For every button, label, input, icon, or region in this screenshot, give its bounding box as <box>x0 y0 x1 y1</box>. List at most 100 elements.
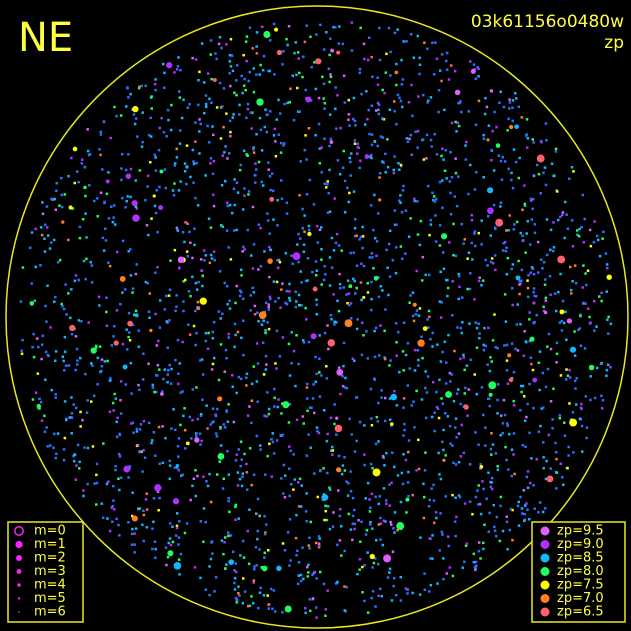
star <box>174 428 177 431</box>
star <box>194 140 197 143</box>
star <box>504 249 508 253</box>
star <box>338 539 342 542</box>
star <box>100 358 104 361</box>
star <box>129 248 132 251</box>
star <box>210 540 214 543</box>
magnitude-swatch <box>17 583 21 587</box>
star <box>290 362 293 365</box>
star <box>570 219 574 222</box>
star <box>569 265 572 269</box>
star <box>400 471 404 475</box>
star <box>177 189 181 192</box>
star <box>308 536 311 539</box>
star <box>114 468 117 472</box>
star <box>324 509 327 513</box>
star <box>184 278 187 282</box>
star <box>335 232 339 236</box>
star <box>99 153 102 157</box>
star <box>45 426 48 429</box>
star <box>379 135 383 138</box>
star <box>288 299 292 302</box>
star <box>141 378 145 381</box>
star <box>407 439 411 442</box>
star <box>114 465 117 468</box>
star <box>493 254 497 257</box>
star <box>431 41 434 45</box>
star <box>371 566 374 569</box>
star <box>409 133 413 137</box>
star <box>355 286 358 290</box>
star <box>330 236 334 240</box>
star <box>234 562 237 565</box>
star <box>202 475 205 478</box>
star <box>417 364 420 367</box>
star <box>451 280 454 283</box>
star <box>477 75 480 78</box>
star <box>272 134 276 137</box>
star <box>252 579 256 582</box>
star <box>206 124 209 128</box>
star <box>437 451 440 455</box>
star <box>217 42 221 46</box>
star <box>505 369 509 372</box>
star <box>219 427 222 430</box>
star <box>494 268 497 272</box>
star <box>201 398 204 401</box>
star <box>254 546 258 549</box>
star <box>318 469 322 473</box>
star <box>555 361 558 364</box>
star <box>433 132 436 136</box>
star <box>432 73 436 76</box>
star <box>318 147 322 150</box>
star <box>285 302 289 306</box>
star <box>337 244 341 247</box>
star <box>90 362 93 365</box>
star <box>153 540 157 543</box>
star <box>115 309 119 312</box>
star <box>189 241 192 244</box>
star <box>175 156 179 159</box>
star <box>368 498 371 501</box>
star <box>204 102 208 106</box>
star <box>371 589 375 593</box>
star <box>238 103 241 107</box>
star <box>206 427 209 430</box>
star <box>238 294 242 298</box>
star <box>60 302 63 306</box>
star <box>168 537 172 540</box>
star <box>231 385 234 388</box>
star <box>229 258 233 261</box>
star <box>277 133 280 136</box>
star <box>377 562 380 566</box>
magnitude-label: m=5 <box>34 591 66 606</box>
star <box>229 38 233 41</box>
star <box>231 69 235 73</box>
star <box>301 227 304 230</box>
star <box>440 154 443 158</box>
star <box>373 329 376 333</box>
star <box>428 233 431 237</box>
star <box>193 243 196 247</box>
star <box>432 199 435 202</box>
star <box>532 377 538 383</box>
star <box>483 523 486 526</box>
star <box>370 252 374 255</box>
star <box>84 194 87 198</box>
star <box>113 105 116 109</box>
star <box>234 459 238 462</box>
star <box>336 159 340 162</box>
star <box>435 516 438 520</box>
star <box>95 481 99 485</box>
star <box>394 322 398 325</box>
star <box>141 140 144 144</box>
star <box>282 463 286 467</box>
star <box>41 201 44 204</box>
star <box>356 146 360 149</box>
star <box>402 369 405 372</box>
star <box>581 302 585 305</box>
star <box>340 525 343 528</box>
star <box>234 596 238 600</box>
star <box>44 350 48 354</box>
star <box>54 295 57 299</box>
star <box>333 320 336 323</box>
